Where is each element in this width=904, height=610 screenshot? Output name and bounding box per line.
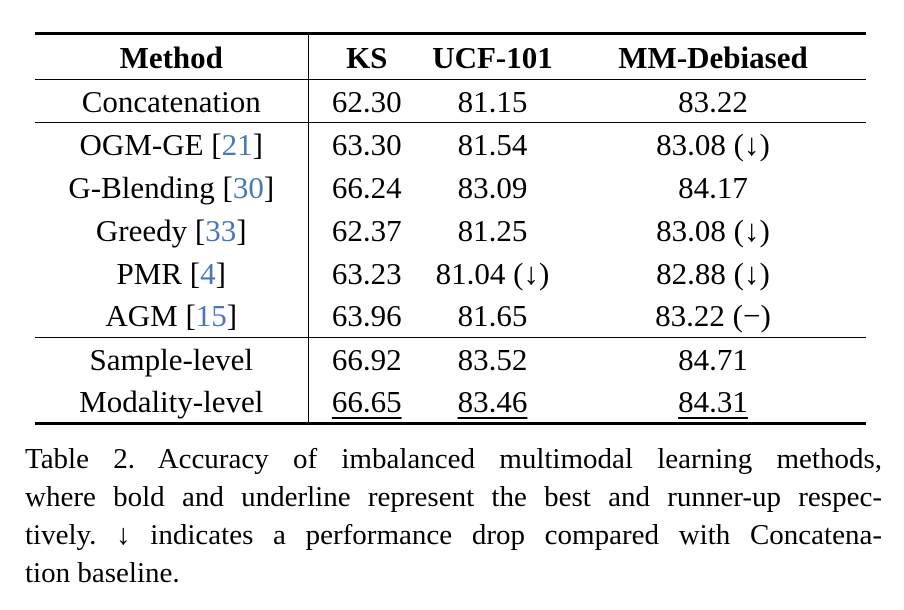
ks-value: 62.30	[331, 83, 402, 119]
ks-value: 66.65	[331, 383, 402, 419]
method-label: Modality-level	[79, 383, 264, 419]
method-label: AGM	[105, 298, 178, 334]
ucf101-value: 81.54	[425, 122, 560, 166]
ks-value: 62.37	[331, 212, 402, 248]
citation-bracket: [	[185, 298, 196, 334]
citation-link[interactable]: 33	[205, 212, 237, 248]
method-label: G-Blending	[68, 169, 215, 205]
col-header-mm-debiased: MM-Debiased	[560, 33, 866, 80]
method-label: Concatenation	[81, 83, 261, 119]
ucf101-value: 81.25	[457, 212, 528, 248]
row-pmr: PMR [4] 63.23 81.04 (↓) 82.88 (↓)	[35, 251, 866, 295]
col-header-method: Method	[35, 33, 309, 80]
citation-bracket: [	[189, 255, 201, 291]
ucf101-value: 83.09	[457, 169, 528, 205]
ks-value: 63.23	[331, 255, 402, 291]
row-agm: AGM [15] 63.96 81.65 83.22 (−)	[35, 294, 866, 338]
method-cell: Modality-level	[35, 380, 309, 424]
ucf101-value: 83.46	[457, 383, 528, 419]
citation-bracket: [	[211, 126, 222, 162]
method-label: Sample-level	[89, 341, 254, 377]
citation-link[interactable]: 4	[200, 255, 216, 291]
ucf101-value: 81.04 (↓)	[435, 255, 550, 291]
row-sample-level: Sample-level 66.92 83.52 84.71	[35, 337, 866, 381]
table-caption: Table 2. Accuracy of imbalanced multimod…	[25, 440, 882, 592]
mm-debiased-value: 83.22 (−)	[655, 298, 771, 334]
caption-line: Table 2. Accuracy of imbalanced multimod…	[25, 443, 882, 475]
caption-line: where bold and underline represent the b…	[25, 481, 882, 513]
citation-bracket: [	[194, 212, 206, 248]
mm-debiased-value: 84.31	[678, 383, 748, 419]
row-ogm-ge: OGM-GE [21] 63.30 81.54 83.08 (↓)	[35, 122, 866, 166]
method-label: Greedy	[95, 212, 188, 248]
method-cell: Sample-level	[35, 337, 309, 381]
ucf101-value: 81.65	[457, 298, 528, 334]
results-table: Method KS UCF-101 MM-Debiased Concatenat…	[35, 32, 866, 425]
mm-debiased-value: 84.71	[560, 337, 866, 381]
citation-link[interactable]: 30	[232, 169, 264, 205]
col-header-ks: KS	[308, 33, 425, 80]
citation-bracket: ]	[226, 298, 238, 334]
caption-line: tively. ↓ indicates a performance drop c…	[25, 519, 882, 551]
mm-debiased-value: 83.22	[678, 83, 748, 119]
row-g-blending: G-Blending [30] 66.24 83.09 84.17	[35, 165, 866, 209]
method-cell: Greedy [33]	[35, 208, 309, 252]
mm-debiased-value: 83.08 (↓)	[656, 212, 770, 248]
ucf101-value: 83.52	[425, 337, 560, 381]
method-cell: PMR [4]	[35, 251, 309, 295]
method-cell: AGM [15]	[35, 294, 309, 338]
method-cell: G-Blending [30]	[35, 165, 309, 209]
citation-bracket: ]	[215, 255, 226, 291]
citation-link[interactable]: 21	[221, 126, 253, 162]
citation-bracket: ]	[252, 126, 263, 162]
ks-value: 66.92	[308, 337, 425, 381]
ks-value: 63.30	[308, 122, 425, 166]
caption-line: tion baseline.	[25, 557, 180, 589]
row-greedy: Greedy [33] 62.37 81.25 83.08 (↓)	[35, 208, 866, 252]
header-row: Method KS UCF-101 MM-Debiased	[35, 33, 866, 80]
method-label: PMR	[116, 255, 183, 291]
mm-debiased-value: 82.88 (↓)	[656, 255, 770, 291]
ucf101-value: 81.15	[457, 83, 528, 119]
ks-value: 66.24	[331, 169, 402, 205]
method-label: OGM-GE	[79, 126, 204, 162]
ks-value: 63.96	[331, 298, 402, 334]
citation-bracket: ]	[263, 169, 275, 205]
citation-bracket: ]	[236, 212, 247, 248]
method-cell: OGM-GE [21]	[35, 122, 309, 166]
citation-bracket: [	[222, 169, 233, 205]
row-concatenation: Concatenation 62.30 81.15 83.22	[35, 79, 866, 123]
col-header-ucf101: UCF-101	[425, 33, 560, 80]
citation-link[interactable]: 15	[195, 298, 227, 334]
mm-debiased-value: 84.17	[678, 169, 748, 205]
method-cell: Concatenation	[35, 79, 309, 123]
row-modality-level: Modality-level 66.65 83.46 84.31	[35, 380, 866, 424]
mm-debiased-value: 83.08 (↓)	[560, 122, 866, 166]
